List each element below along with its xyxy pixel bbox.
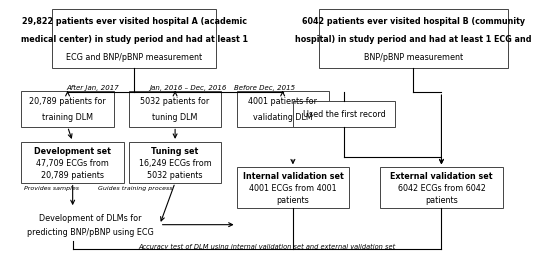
- Text: predicting BNP/pBNP using ECG: predicting BNP/pBNP using ECG: [27, 227, 154, 236]
- FancyBboxPatch shape: [21, 91, 114, 127]
- Text: training DLM: training DLM: [42, 112, 93, 121]
- Text: 29,822 patients ever visited hospital A (academic: 29,822 patients ever visited hospital A …: [21, 17, 246, 26]
- FancyBboxPatch shape: [236, 168, 349, 208]
- FancyBboxPatch shape: [21, 142, 124, 183]
- Text: Provides samples: Provides samples: [24, 185, 79, 190]
- Text: Tuning set: Tuning set: [151, 146, 199, 155]
- Text: 6042 ECGs from 6042: 6042 ECGs from 6042: [398, 183, 486, 193]
- Text: ECG and BNP/pBNP measurement: ECG and BNP/pBNP measurement: [66, 53, 202, 62]
- Text: 4001 ECGs from 4001: 4001 ECGs from 4001: [249, 183, 337, 193]
- Text: 16,249 ECGs from: 16,249 ECGs from: [139, 158, 212, 167]
- FancyBboxPatch shape: [380, 168, 503, 208]
- FancyBboxPatch shape: [129, 142, 221, 183]
- Text: Used the first record: Used the first record: [302, 110, 386, 119]
- Text: medical center) in study period and had at least 1: medical center) in study period and had …: [21, 35, 248, 44]
- Text: tuning DLM: tuning DLM: [152, 112, 198, 121]
- Text: External validation set: External validation set: [390, 172, 493, 181]
- FancyBboxPatch shape: [52, 10, 216, 69]
- FancyBboxPatch shape: [236, 91, 329, 127]
- Text: 5032 patients for: 5032 patients for: [140, 97, 210, 106]
- FancyBboxPatch shape: [293, 102, 395, 127]
- Text: Guides training process: Guides training process: [98, 185, 173, 190]
- Text: Internal validation set: Internal validation set: [243, 172, 343, 181]
- Text: Accuracy test of DLM using internal validation set and external validation set: Accuracy test of DLM using internal vali…: [139, 243, 396, 249]
- Text: patients: patients: [425, 195, 458, 204]
- FancyBboxPatch shape: [129, 91, 221, 127]
- Text: After Jan, 2017: After Jan, 2017: [67, 85, 119, 91]
- Text: Before Dec, 2015: Before Dec, 2015: [234, 85, 295, 91]
- Text: 4001 patients for: 4001 patients for: [248, 97, 317, 106]
- Text: 20,789 patients for: 20,789 patients for: [29, 97, 106, 106]
- Text: 6042 patients ever visited hospital B (community: 6042 patients ever visited hospital B (c…: [302, 17, 525, 26]
- Text: patients: patients: [277, 195, 309, 204]
- Text: 20,789 patients: 20,789 patients: [41, 170, 104, 179]
- Text: 5032 patients: 5032 patients: [147, 170, 203, 179]
- Text: BNP/pBNP measurement: BNP/pBNP measurement: [364, 53, 463, 62]
- FancyBboxPatch shape: [318, 10, 508, 69]
- Text: 47,709 ECGs from: 47,709 ECGs from: [36, 158, 109, 167]
- Text: validating DLM: validating DLM: [253, 112, 312, 121]
- Text: Development set: Development set: [34, 146, 111, 155]
- Text: hospital) in study period and had at least 1 ECG and: hospital) in study period and had at lea…: [295, 35, 531, 44]
- Text: Development of DLMs for: Development of DLMs for: [40, 213, 142, 222]
- Text: Jan, 2016 – Dec, 2016: Jan, 2016 – Dec, 2016: [150, 85, 227, 91]
